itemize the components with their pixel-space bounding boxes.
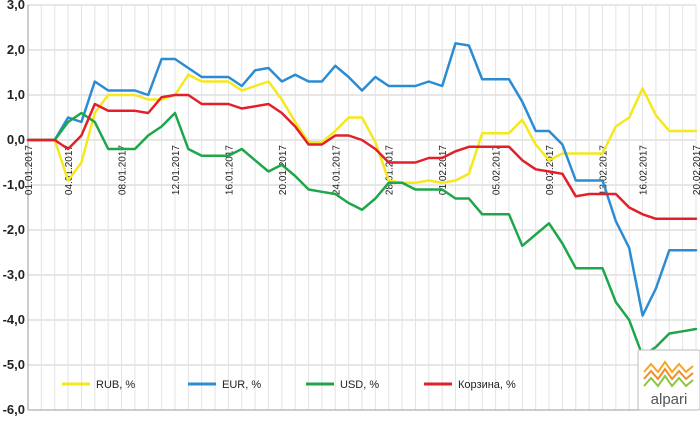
x-tick-label: 16.01.2017 [224,145,235,195]
x-tick-label: 09.02.2017 [545,145,556,195]
series-line [26,93,698,221]
series-line [26,73,698,185]
x-tick-label: 04.01.2017 [64,145,75,195]
x-tick-label: 08.01.2017 [118,145,129,195]
y-tick-label: -3,0 [3,267,25,282]
y-tick-label: -6,0 [3,402,25,417]
legend: RUB, % EUR, % USD, % Корзина, % [62,379,516,391]
grid [27,4,697,411]
logo-wave-3 [643,374,694,388]
logo-wave-2 [643,367,694,381]
x-tick-label: 28.01.2017 [385,145,396,195]
legend-label: Корзина, % [458,379,516,391]
x-tick-label: 16.02.2017 [639,145,650,195]
x-tick-label: 20.01.2017 [278,145,289,195]
legend-label: RUB, % [96,379,135,391]
series-lines [26,42,698,358]
x-tick-label: 24.01.2017 [331,145,342,195]
x-tick-label: 05.02.2017 [492,145,503,195]
x-tick-label: 20.02.2017 [692,145,700,195]
legend-label: EUR, % [222,379,261,391]
series-line [26,111,698,358]
x-axis: 01.01.2017 04.01.2017 08.01.2017 12.01.2017… [24,145,700,411]
logo-text: alpari [651,391,688,408]
y-tick-label: -1,0 [3,177,25,192]
y-tick-label: -4,0 [3,312,25,327]
x-tick-label: 01.02.2017 [438,145,449,195]
x-tick-label: 01.01.2017 [24,145,35,195]
logo-wave-1 [643,360,694,374]
x-tick-label: 12.01.2017 [171,145,182,195]
legend-label: USD, % [340,379,379,391]
y-tick-label: 1,0 [7,87,25,102]
x-tick-label: 13.02.2017 [598,145,609,195]
series-line [26,42,698,317]
alpari-logo: alpari [637,349,700,411]
y-tick-label: 3,0 [7,0,25,12]
y-tick-label: -2,0 [3,222,25,237]
y-tick-label: 0,0 [7,132,25,147]
y-tick-label: -5,0 [3,357,25,372]
y-axis: 3,0 2,0 1,0 0,0 -1,0 -2,0 -3,0 -4,0 -5,0 -6,0 [3,0,29,417]
y-tick-label: 2,0 [7,42,25,57]
